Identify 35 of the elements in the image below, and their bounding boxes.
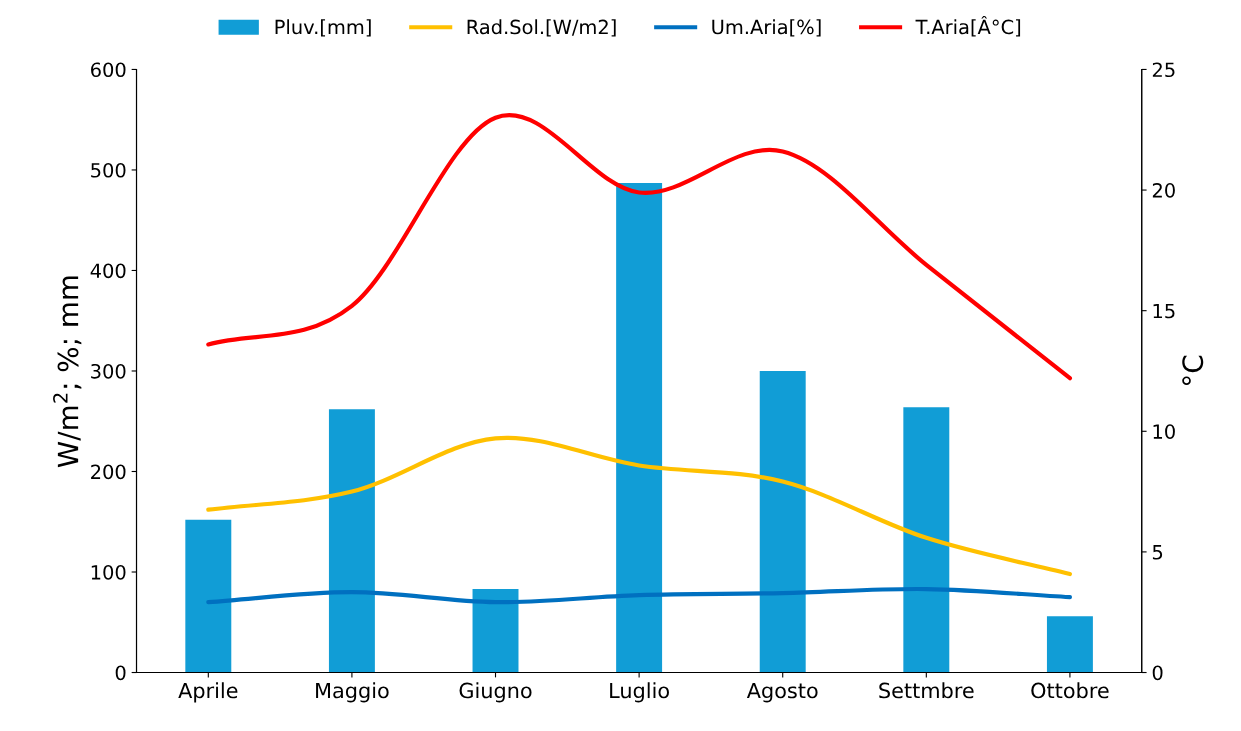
- y2-tick-label: 0: [1152, 665, 1163, 681]
- bar: [1046, 616, 1093, 673]
- x-tick-label: Agosto: [746, 682, 818, 703]
- y-tick-label: 0: [115, 665, 126, 681]
- x-tick-label: Aprile: [178, 682, 238, 703]
- y-tick-label: 300: [91, 363, 126, 379]
- x-tick-label: Ottobre: [1031, 682, 1109, 699]
- y2-tick-label: 5: [1152, 545, 1163, 560]
- y2-tick-label: 25: [1152, 62, 1175, 78]
- legend-label: Rad.Sol.[W/m2]: [467, 19, 616, 37]
- line-series: [206, 435, 1073, 577]
- y2-tick-label: 20: [1152, 183, 1175, 198]
- x-tick-label: Settmbre: [879, 682, 974, 699]
- y-axis-title: W/m$^{2}$; %; mm: [53, 276, 82, 468]
- x-tick-label: Maggio: [316, 682, 389, 703]
- bar: [616, 183, 663, 673]
- bar: [328, 409, 375, 673]
- legend-label: Um.Aria[%]: [712, 19, 821, 37]
- bar: [759, 370, 806, 673]
- y-tick-label: 400: [90, 263, 126, 279]
- y2-axis-title: °C: [1182, 355, 1204, 385]
- legend-label: Pluv.[mm]: [275, 19, 371, 37]
- bar: [185, 519, 232, 673]
- line-series: [206, 586, 1073, 605]
- x-tick-label: Giugno: [459, 682, 532, 703]
- y-tick-label: 500: [91, 162, 126, 178]
- bar: [472, 589, 519, 673]
- y-tick-label: 100: [91, 564, 126, 580]
- y-tick-label: 600: [91, 62, 126, 78]
- y2-tick-label: 15: [1153, 303, 1175, 319]
- y2-tick-label: 10: [1153, 424, 1175, 439]
- bar: [903, 407, 950, 673]
- legend-label: T.Aria[Â°C]: [915, 16, 1021, 37]
- y-tick-label: 200: [91, 464, 126, 480]
- x-tick-label: Luglio: [610, 682, 669, 703]
